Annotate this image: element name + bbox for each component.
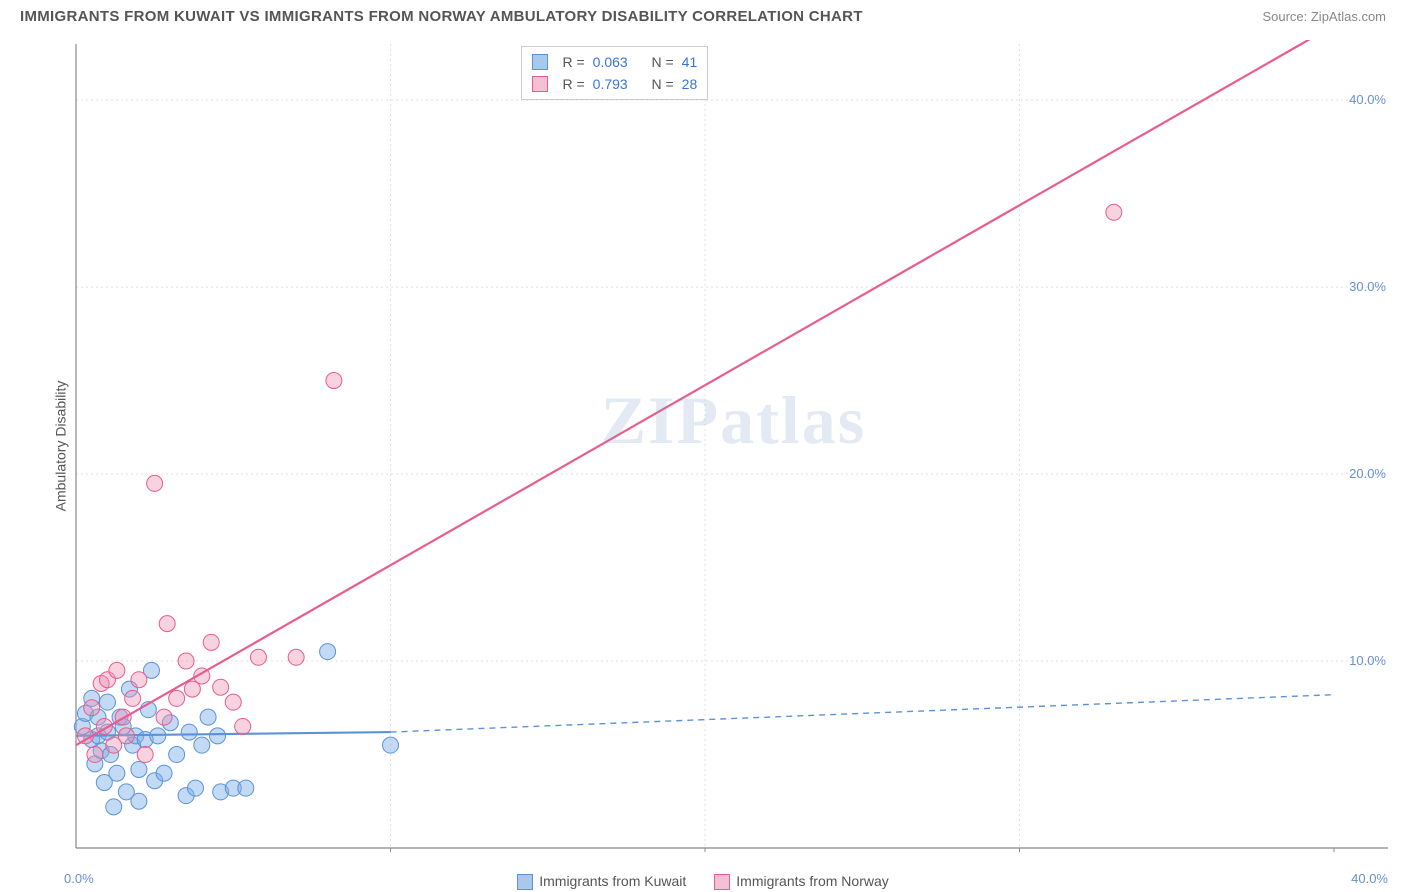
scatter-plot-area: 10.0% 20.0% 30.0% 40.0% R =0.063 N =41R =0.… [72, 40, 1394, 852]
y-axis-label: Ambulatory Disability [52, 381, 68, 512]
legend-item: Immigrants from Kuwait [517, 873, 686, 890]
legend-label: Immigrants from Kuwait [539, 873, 686, 889]
legend-label: Immigrants from Norway [736, 873, 888, 889]
series-swatch [532, 54, 548, 70]
legend-item: Immigrants from Norway [714, 873, 888, 890]
series-swatch [714, 874, 730, 890]
series-legend: Immigrants from Kuwait Immigrants from No… [0, 873, 1406, 890]
series-swatch [517, 874, 533, 890]
stat-legend-row: R =0.793 N =28 [532, 73, 697, 95]
correlation-stats-legend: R =0.063 N =41R =0.793 N =28 [521, 46, 708, 100]
svg-text:20.0%: 20.0% [1349, 466, 1386, 481]
source-attribution: Source: ZipAtlas.com [1262, 9, 1386, 24]
series-swatch [532, 76, 548, 92]
chart-svg: 10.0% 20.0% 30.0% 40.0% [72, 40, 1394, 852]
chart-title: IMMIGRANTS FROM KUWAIT VS IMMIGRANTS FRO… [20, 8, 863, 25]
svg-text:10.0%: 10.0% [1349, 653, 1386, 668]
svg-text:30.0%: 30.0% [1349, 279, 1386, 294]
stat-legend-row: R =0.063 N =41 [532, 51, 697, 73]
svg-text:40.0%: 40.0% [1349, 92, 1386, 107]
